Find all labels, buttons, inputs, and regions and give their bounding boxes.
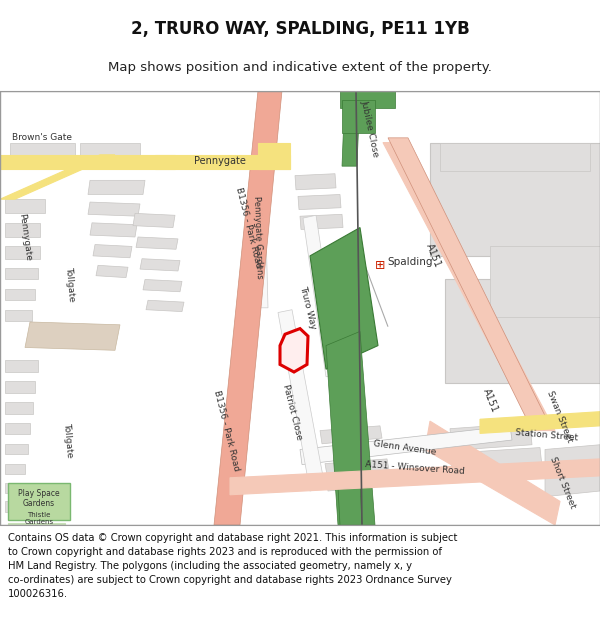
Polygon shape bbox=[5, 402, 33, 414]
Text: A151: A151 bbox=[481, 387, 499, 414]
Polygon shape bbox=[430, 142, 600, 256]
Polygon shape bbox=[5, 482, 22, 493]
Text: Truro Way: Truro Way bbox=[298, 285, 318, 331]
Polygon shape bbox=[342, 100, 375, 133]
Text: B1356 - Park Road: B1356 - Park Road bbox=[233, 186, 262, 269]
Text: Contains OS data © Crown copyright and database right 2021. This information is : Contains OS data © Crown copyright and d… bbox=[8, 533, 457, 543]
Polygon shape bbox=[214, 91, 282, 525]
Polygon shape bbox=[450, 423, 532, 451]
Polygon shape bbox=[278, 310, 325, 491]
Polygon shape bbox=[8, 482, 70, 520]
Polygon shape bbox=[338, 482, 362, 525]
Polygon shape bbox=[258, 142, 290, 169]
Polygon shape bbox=[320, 426, 382, 444]
Polygon shape bbox=[326, 331, 375, 525]
Polygon shape bbox=[136, 237, 178, 249]
Polygon shape bbox=[545, 470, 600, 497]
Text: Pennygate: Pennygate bbox=[17, 213, 33, 261]
Polygon shape bbox=[0, 155, 115, 199]
Polygon shape bbox=[230, 459, 600, 495]
Polygon shape bbox=[254, 155, 268, 308]
Text: co-ordinates) are subject to Crown copyright and database rights 2023 Ordnance S: co-ordinates) are subject to Crown copyr… bbox=[8, 575, 452, 585]
Polygon shape bbox=[88, 181, 145, 194]
Text: Tollgate: Tollgate bbox=[62, 422, 74, 458]
Polygon shape bbox=[480, 412, 600, 433]
Polygon shape bbox=[340, 91, 395, 108]
Polygon shape bbox=[133, 213, 175, 228]
Polygon shape bbox=[25, 322, 120, 350]
Polygon shape bbox=[300, 214, 343, 229]
Polygon shape bbox=[88, 202, 140, 216]
Polygon shape bbox=[490, 246, 600, 318]
Polygon shape bbox=[155, 155, 290, 169]
Text: Brown's Gate: Brown's Gate bbox=[12, 133, 72, 142]
Polygon shape bbox=[300, 426, 512, 464]
Polygon shape bbox=[96, 266, 128, 278]
Text: Patriot Close: Patriot Close bbox=[281, 383, 303, 441]
Polygon shape bbox=[143, 279, 182, 292]
Polygon shape bbox=[342, 91, 360, 166]
Polygon shape bbox=[10, 142, 75, 155]
Text: Swan Street: Swan Street bbox=[545, 389, 574, 444]
Polygon shape bbox=[5, 444, 28, 454]
Polygon shape bbox=[310, 228, 378, 369]
Text: Glenn Avenue: Glenn Avenue bbox=[373, 439, 437, 456]
Polygon shape bbox=[303, 215, 340, 377]
Text: B1356 - Park Road: B1356 - Park Road bbox=[212, 389, 241, 472]
Polygon shape bbox=[5, 268, 38, 279]
Polygon shape bbox=[5, 310, 32, 321]
Polygon shape bbox=[545, 445, 600, 471]
Polygon shape bbox=[90, 223, 137, 237]
Polygon shape bbox=[326, 474, 392, 491]
Text: Play Space
Gardens: Play Space Gardens bbox=[18, 489, 60, 508]
Polygon shape bbox=[5, 501, 18, 512]
Text: A151: A151 bbox=[424, 242, 442, 269]
Text: Station Street: Station Street bbox=[515, 428, 579, 442]
Polygon shape bbox=[5, 464, 25, 474]
Polygon shape bbox=[5, 360, 38, 372]
Text: to Crown copyright and database rights 2023 and is reproduced with the permissio: to Crown copyright and database rights 2… bbox=[8, 547, 442, 557]
Text: 2, TRURO WAY, SPALDING, PE11 1YB: 2, TRURO WAY, SPALDING, PE11 1YB bbox=[131, 20, 469, 38]
Polygon shape bbox=[5, 223, 40, 237]
Polygon shape bbox=[450, 448, 542, 472]
Text: Tollgate: Tollgate bbox=[64, 266, 76, 302]
Polygon shape bbox=[280, 329, 308, 372]
Text: Short Street: Short Street bbox=[548, 456, 577, 510]
Text: Jubilee Close: Jubilee Close bbox=[359, 99, 380, 158]
Polygon shape bbox=[295, 174, 336, 190]
Text: Spalding: Spalding bbox=[387, 258, 433, 268]
Text: ⊞: ⊞ bbox=[375, 259, 385, 272]
Polygon shape bbox=[440, 142, 590, 171]
Polygon shape bbox=[8, 523, 65, 525]
Polygon shape bbox=[5, 246, 40, 259]
Polygon shape bbox=[425, 421, 560, 525]
Text: Thistle
Gardens: Thistle Gardens bbox=[25, 512, 53, 525]
Polygon shape bbox=[5, 423, 30, 434]
Text: Pennygate: Pennygate bbox=[194, 156, 246, 166]
Polygon shape bbox=[140, 259, 180, 271]
Polygon shape bbox=[383, 142, 555, 431]
Text: 100026316.: 100026316. bbox=[8, 589, 68, 599]
Polygon shape bbox=[5, 381, 35, 392]
Polygon shape bbox=[93, 244, 132, 258]
Polygon shape bbox=[325, 459, 389, 475]
Text: HM Land Registry. The polygons (including the associated geometry, namely x, y: HM Land Registry. The polygons (includin… bbox=[8, 561, 412, 571]
Polygon shape bbox=[80, 142, 140, 155]
Polygon shape bbox=[146, 300, 184, 312]
Text: Pennygate Gardens: Pennygate Gardens bbox=[252, 196, 264, 279]
Polygon shape bbox=[5, 289, 35, 300]
Polygon shape bbox=[323, 442, 387, 460]
Polygon shape bbox=[388, 138, 550, 426]
Polygon shape bbox=[0, 155, 175, 169]
Text: A151 - Winsover Road: A151 - Winsover Road bbox=[365, 461, 465, 476]
Polygon shape bbox=[5, 199, 45, 213]
Polygon shape bbox=[445, 279, 600, 383]
Text: Map shows position and indicative extent of the property.: Map shows position and indicative extent… bbox=[108, 61, 492, 74]
Polygon shape bbox=[298, 194, 341, 209]
